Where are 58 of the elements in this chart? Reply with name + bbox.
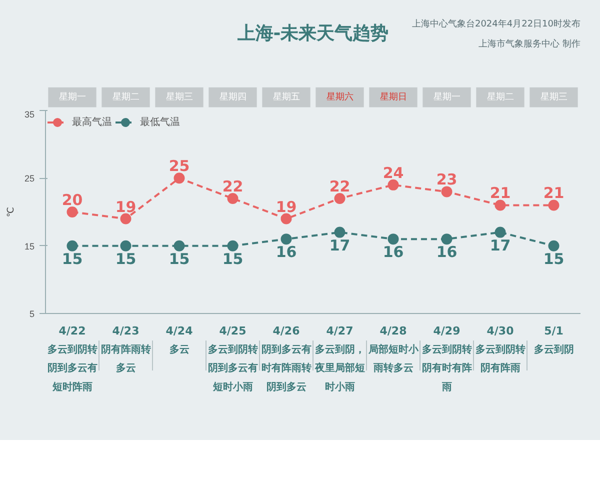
text: 上海中心气象台2024年4月22日10时发布 <box>412 18 581 30</box>
data-label: 15 <box>168 250 190 268</box>
text: 多云到阴转阴到多云有短时小雨 <box>208 344 258 393</box>
x-tick-label: 4/29 <box>433 324 460 338</box>
y-tick-label: 15 <box>24 241 35 252</box>
data-label: 15 <box>222 250 244 268</box>
text: 阴有阵雨转多云 <box>100 344 151 374</box>
text: 上海市气象服务中心 制作 <box>478 38 581 50</box>
x-tick-label: 4/26 <box>272 324 300 338</box>
text: 多云到阴转阴到多云有短时阵雨 <box>47 344 98 393</box>
x-tick-label: 4/28 <box>380 324 407 338</box>
text: 多云到阴 <box>534 344 574 356</box>
y-tick-label: 25 <box>24 174 35 184</box>
text: 星期日 <box>380 91 407 102</box>
y-tick-label: 5 <box>29 309 35 319</box>
text: 多云到阴转阴有时有阵雨 <box>422 344 472 393</box>
text: 星期三 <box>540 91 568 102</box>
x-tick-label: 5/1 <box>544 324 564 338</box>
x-tick-label: 4/30 <box>486 324 514 338</box>
data-label: 16 <box>276 243 297 262</box>
data-label: 22 <box>222 177 244 196</box>
data-label: 15 <box>62 250 83 268</box>
data-label: 15 <box>543 250 564 268</box>
data-label: 20 <box>62 191 83 209</box>
chart-title: 上海-未来天气趋势 <box>236 23 389 44</box>
x-tick-label: 4/27 <box>326 324 354 338</box>
data-label: 19 <box>276 198 297 216</box>
data-label: 21 <box>490 184 511 202</box>
data-label: 19 <box>115 198 136 216</box>
legend-label: 最高气温 <box>72 116 112 129</box>
data-label: 23 <box>436 170 458 189</box>
data-label: 15 <box>115 250 136 268</box>
text: 局部短时小雨转多云 <box>367 344 420 374</box>
text: 星期二 <box>112 91 140 102</box>
legend-label: 最低气温 <box>140 116 180 129</box>
text: 多云 <box>169 344 190 356</box>
data-label: 17 <box>490 236 511 254</box>
text: 多云到阴转阴有阵雨 <box>475 344 526 374</box>
data-label: 25 <box>168 157 190 176</box>
x-tick-label: 4/25 <box>219 324 246 338</box>
x-tick-label: 4/22 <box>58 324 86 338</box>
x-tick-label: 4/24 <box>166 324 194 338</box>
data-label: 16 <box>436 243 458 262</box>
text: 星期三 <box>166 91 193 102</box>
data-label: 21 <box>543 184 564 202</box>
text: 星期六 <box>326 91 354 102</box>
text: 多云到阴，夜里局部短时小雨 <box>314 344 365 393</box>
data-label: 24 <box>382 164 404 182</box>
data-label: 16 <box>382 243 404 262</box>
x-tick-label: 4/23 <box>112 324 140 338</box>
text: 星期四 <box>219 91 246 102</box>
data-label: 17 <box>329 236 350 254</box>
y-axis-title: ℃ <box>6 206 16 218</box>
data-label: 22 <box>329 177 350 196</box>
text: 星期五 <box>272 91 300 102</box>
text: 星期二 <box>486 91 514 102</box>
y-tick-label: 35 <box>24 110 35 120</box>
text: 阴到多云有时有阵雨转阴到多云 <box>261 344 312 393</box>
